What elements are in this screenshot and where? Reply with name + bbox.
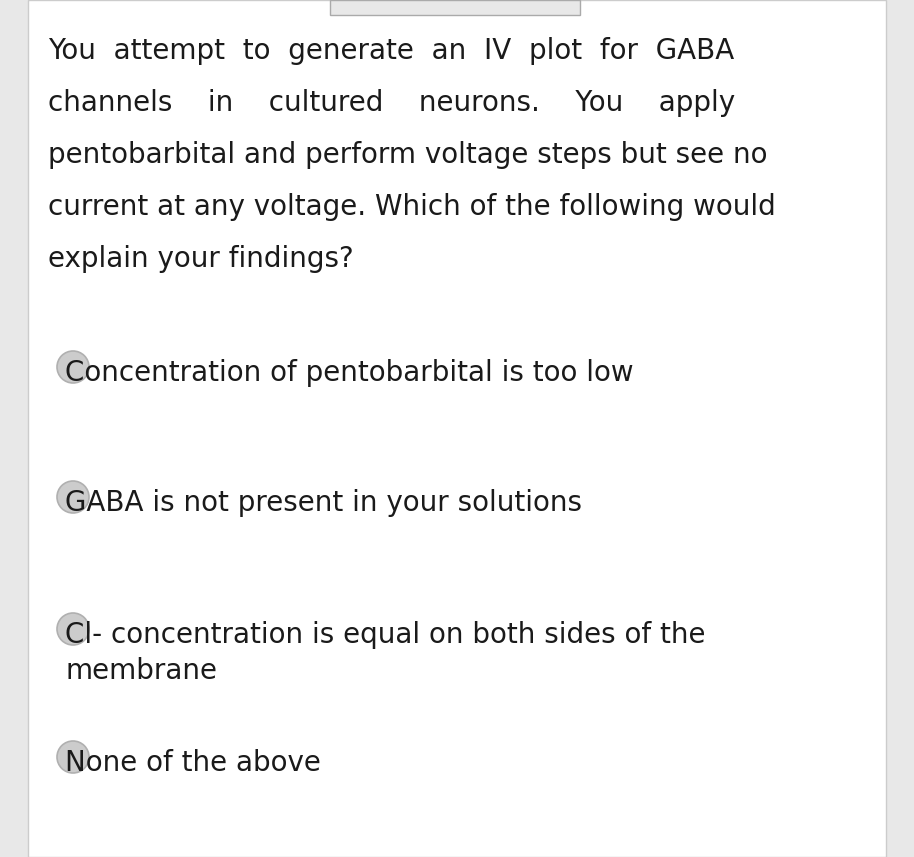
Circle shape bbox=[57, 613, 89, 645]
Text: Cl- concentration is equal on both sides of the: Cl- concentration is equal on both sides… bbox=[65, 621, 706, 649]
Text: membrane: membrane bbox=[65, 657, 217, 685]
Circle shape bbox=[57, 351, 89, 383]
Text: explain your findings?: explain your findings? bbox=[48, 245, 354, 273]
Circle shape bbox=[57, 741, 89, 773]
FancyBboxPatch shape bbox=[28, 0, 886, 857]
Circle shape bbox=[57, 481, 89, 513]
Text: pentobarbital and perform voltage steps but see no: pentobarbital and perform voltage steps … bbox=[48, 141, 768, 169]
FancyBboxPatch shape bbox=[330, 0, 580, 15]
Text: GABA is not present in your solutions: GABA is not present in your solutions bbox=[65, 489, 582, 517]
Text: current at any voltage. Which of the following would: current at any voltage. Which of the fol… bbox=[48, 193, 776, 221]
Text: You  attempt  to  generate  an  IV  plot  for  GABA: You attempt to generate an IV plot for G… bbox=[48, 37, 734, 65]
Text: None of the above: None of the above bbox=[65, 749, 321, 777]
Text: channels    in    cultured    neurons.    You    apply: channels in cultured neurons. You apply bbox=[48, 89, 735, 117]
Text: Concentration of pentobarbital is too low: Concentration of pentobarbital is too lo… bbox=[65, 359, 633, 387]
